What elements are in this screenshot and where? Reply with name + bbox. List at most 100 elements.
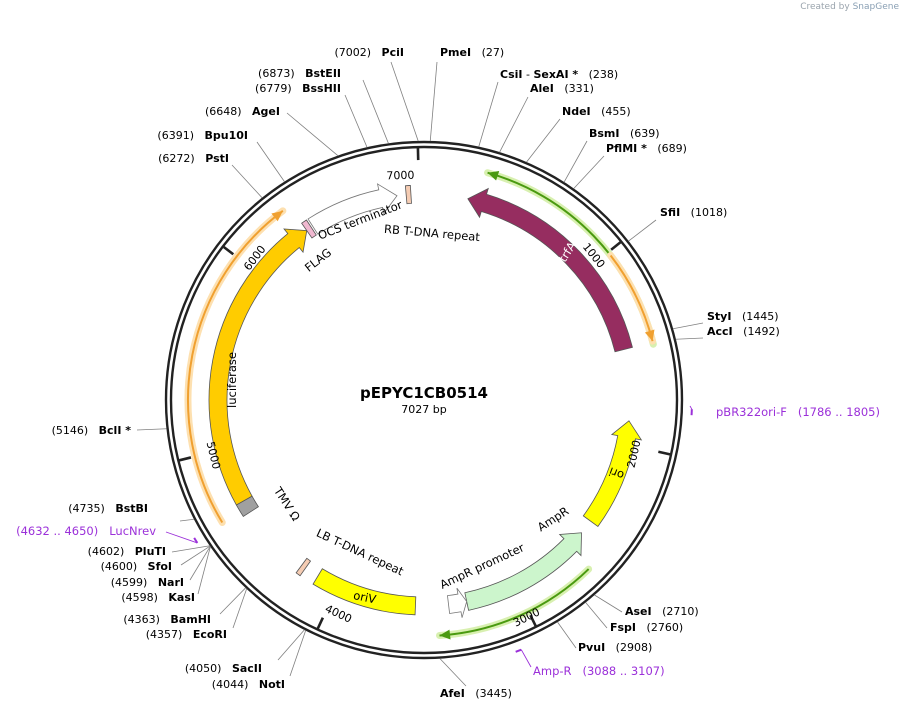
enzyme-name-styi: StyI: [707, 310, 731, 323]
enzyme-label-pvui: PvuI (2908): [578, 641, 652, 654]
primer-name-lucnrev: LucNrev: [109, 524, 156, 538]
enzyme-name-bsmi: BsmI: [589, 127, 620, 140]
feature-label-tmv: TMV Ω: [270, 484, 303, 524]
backbone-outer-circle: [164, 140, 684, 660]
outer-arc-head-2: [439, 629, 451, 640]
enzyme-leader-bcli: [136, 428, 167, 431]
feature-label-rb-t-dna-repeat: RB T-DNA repeat: [384, 222, 481, 244]
enzyme-name-sfoi: SfoI: [148, 560, 172, 573]
enzyme-leader-ecori: [232, 588, 248, 629]
primer-leader-amp-r: [520, 649, 532, 668]
enzyme-name-fspi: FspI: [610, 621, 636, 634]
enzyme-pos_label-fspi: (2760): [647, 621, 684, 634]
enzyme-name-psti: PstI: [205, 152, 229, 165]
enzyme-leader-alei: [499, 96, 529, 153]
enzyme-label-psti: (6272) PstI: [158, 152, 229, 165]
enzyme-name-pmei: PmeI: [440, 46, 471, 59]
labels: (7002) PciI PmeI (27) CsiI - SexAI * (238)…: [16, 46, 880, 700]
primer-leader-pbr322ori-f: [689, 405, 693, 410]
enzyme-sep-csii: -: [522, 68, 533, 81]
enzyme-pos_label-ecori: (4357): [146, 628, 183, 641]
primer-range-label-pbr322ori-f: (1786 .. 1805): [798, 405, 880, 419]
enzyme-name-kasi: KasI: [168, 591, 195, 604]
enzyme-label-bsteii: (6873) BstEII: [258, 67, 341, 80]
feature-rb-t-dna-repeat: [404, 185, 412, 205]
enzyme-name-csii: CsiI: [500, 68, 522, 81]
enzyme-label-sfoi: (4600) SfoI: [101, 560, 172, 573]
credit-prefix: Created by: [800, 2, 850, 12]
enzyme-leader-sfoi: [180, 545, 211, 566]
enzyme-pos_label-styi: (1445): [742, 310, 779, 323]
enzyme-name-bstbi: BstBI: [115, 502, 148, 515]
enzyme-name-asei: AseI: [625, 605, 652, 618]
enzyme-name-nari: NarI: [158, 576, 184, 589]
leaders: [136, 61, 704, 687]
tick-mark-5000: [179, 456, 192, 462]
enzyme-name-sfii: SfiI: [660, 206, 680, 219]
enzyme-pos_label-ndei: (455): [601, 105, 631, 118]
enzyme-name-bamhi: BamHI: [170, 613, 211, 626]
feature-oriv: [312, 568, 417, 616]
primer-name-amp-r: Amp-R: [533, 664, 572, 678]
enzyme-leader-bstbi: [179, 518, 195, 522]
primer-name-pbr322ori-f: pBR322ori-F: [716, 405, 787, 419]
enzyme-label-agei: (6648) AgeI: [205, 105, 280, 118]
enzyme-label-kasi: (4598) KasI: [121, 591, 195, 604]
outer-arcs: [184, 169, 657, 640]
enzyme-pos_label-asei: (2710): [662, 605, 699, 618]
enzyme-label-acci: AccI (1492): [707, 325, 780, 338]
enzyme-label-bstbi: (4735) BstBI: [68, 502, 148, 515]
enzyme-label-styi: StyI (1445): [707, 310, 779, 323]
enzyme-pos_label-nari: (4599): [111, 576, 148, 589]
enzyme-leader-pmei: [429, 61, 438, 142]
enzyme-label-bpu10i: (6391) Bpu10I: [157, 129, 248, 142]
enzyme-leader-pflmi: [573, 155, 605, 189]
enzyme-leader-styi: [672, 322, 704, 330]
enzyme-name-pvui: PvuI: [578, 641, 605, 654]
tick-mark-4000: [316, 617, 325, 630]
enzyme-pos_label-bcli: (5146): [52, 424, 89, 437]
enzyme-label-sacii: (4050) SacII: [185, 662, 262, 675]
enzyme-leader-kasi: [197, 546, 211, 595]
enzyme-leader-nari: [189, 546, 211, 581]
enzyme-leader-pcii: [390, 61, 419, 142]
enzyme-label-pmei: PmeI (27): [440, 46, 504, 59]
enzyme-leader-ndei: [526, 118, 561, 163]
snapgene-credit: Created by SnapGene: [800, 2, 899, 12]
enzyme-name-ndei: NdeI: [562, 105, 591, 118]
enzyme-label-bcli: (5146) BclI *: [52, 424, 132, 437]
enzyme-leader-pvui: [557, 621, 577, 649]
feature-ampr-promoter: [447, 587, 468, 618]
enzyme-pos_label-csii: (238): [589, 68, 619, 81]
tick-mark-1000: [610, 241, 622, 251]
enzyme-name-pflmi: PflMI *: [606, 142, 647, 155]
tick-mark-6000: [222, 245, 235, 256]
feature-label-lb-t-dna-repeat: LB T-DNA repeat: [314, 526, 406, 579]
tick-mark-3000: [529, 614, 537, 627]
enzyme-name-bsteii: BstEII: [305, 67, 341, 80]
enzyme-name-pluti: PluTI: [135, 545, 166, 558]
enzyme-name-agei: AgeI: [252, 105, 280, 118]
backbone: [164, 140, 684, 660]
enzyme-leader-bamhi: [219, 587, 246, 615]
enzyme-pos_label-sfii: (1018): [691, 206, 728, 219]
enzyme-leader-pluti: [171, 545, 210, 553]
enzyme-pos_label-psti: (6272): [158, 152, 195, 165]
tick-label-7000: 7000: [386, 169, 414, 183]
enzyme-pos_label-bsmi: (639): [630, 127, 660, 140]
enzyme-pos_label-pmei: (27): [482, 46, 505, 59]
enzyme-leader-bsmi: [563, 140, 588, 183]
enzyme-name-afei: AfeI: [440, 687, 465, 700]
enzyme-leader-acci: [675, 337, 704, 340]
primer-mark-amp-r: [515, 648, 522, 653]
enzyme-leader-fspi: [585, 602, 608, 629]
outer-arc-2: [439, 568, 590, 637]
enzyme-name-bsshii: BssHII: [302, 82, 341, 95]
outer-arc-head-0: [487, 171, 500, 181]
enzyme-leader-sacii: [277, 629, 305, 661]
enzyme-pos_label-acci: (1492): [743, 325, 780, 338]
tick-label-4000: 4000: [323, 602, 354, 626]
feature-label-flag: FLAG: [302, 245, 334, 274]
center-title: pEPYC1CB0514 7027 bp: [360, 384, 488, 416]
